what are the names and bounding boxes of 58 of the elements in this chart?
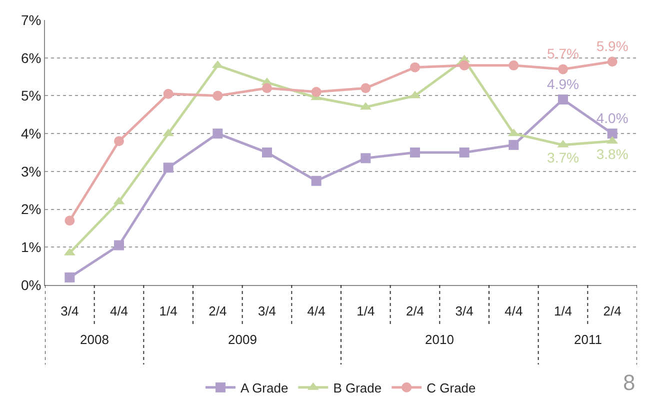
point [64,272,75,282]
y-tick-label: 6% [20,50,42,66]
point [558,94,568,104]
text: 8 [623,370,636,395]
x-tick-label: 3/4 [60,304,79,319]
point [360,83,371,94]
point [558,64,568,74]
x-tick-label: 2/4 [603,304,622,319]
point [114,240,124,250]
text: 2009 [228,332,257,347]
point [262,148,272,158]
x-tick-label: 1/4 [159,304,178,319]
y-tick-label: 1% [20,239,42,256]
point [114,136,124,146]
point [459,148,470,158]
point [163,162,174,173]
x-tick-label: 1/4 [554,304,572,319]
point [459,60,470,70]
point [508,60,519,70]
point [64,216,75,226]
point [262,83,272,94]
point [607,128,618,139]
point [212,128,223,139]
text: 2010 [425,332,454,347]
x-tick-label: 3/4 [258,304,276,319]
data-label: 4.0% [596,110,628,126]
text: 2008 [80,332,109,347]
y-tick-label: 4% [20,125,42,142]
y-tick-label: 2% [20,201,42,218]
x-tick-label: 4/4 [504,304,523,319]
point [410,148,420,158]
data-label: 3.7% [547,150,579,166]
point [607,56,618,67]
point [311,86,322,97]
x-tick-label: 4/4 [307,304,326,319]
y-tick-label: 7% [20,12,42,28]
point [360,153,371,164]
x-tick-label: 2/4 [208,304,227,319]
data-label: 4.9% [547,76,579,92]
legend-label: A Grade [240,380,288,396]
data-label: 5.7% [547,45,579,62]
point [508,140,519,150]
legend-label: B Grade [333,380,382,396]
y-tick-label: 3% [20,163,42,180]
x-tick-label: 2/4 [406,304,424,319]
point [410,62,420,72]
data-label: 5.9% [596,38,628,54]
x-tick-label: 3/4 [455,304,474,319]
point [212,90,223,101]
data-label: 3.8% [596,146,628,162]
x-tick-label: 1/4 [356,304,375,319]
text: 2011 [574,332,602,347]
x-tick-label: 4/4 [110,304,128,319]
y-tick-label: 5% [20,88,42,104]
legend-label: C Grade [426,380,476,396]
point [311,176,322,186]
point [163,88,174,99]
y-tick-label: 0% [20,276,42,293]
